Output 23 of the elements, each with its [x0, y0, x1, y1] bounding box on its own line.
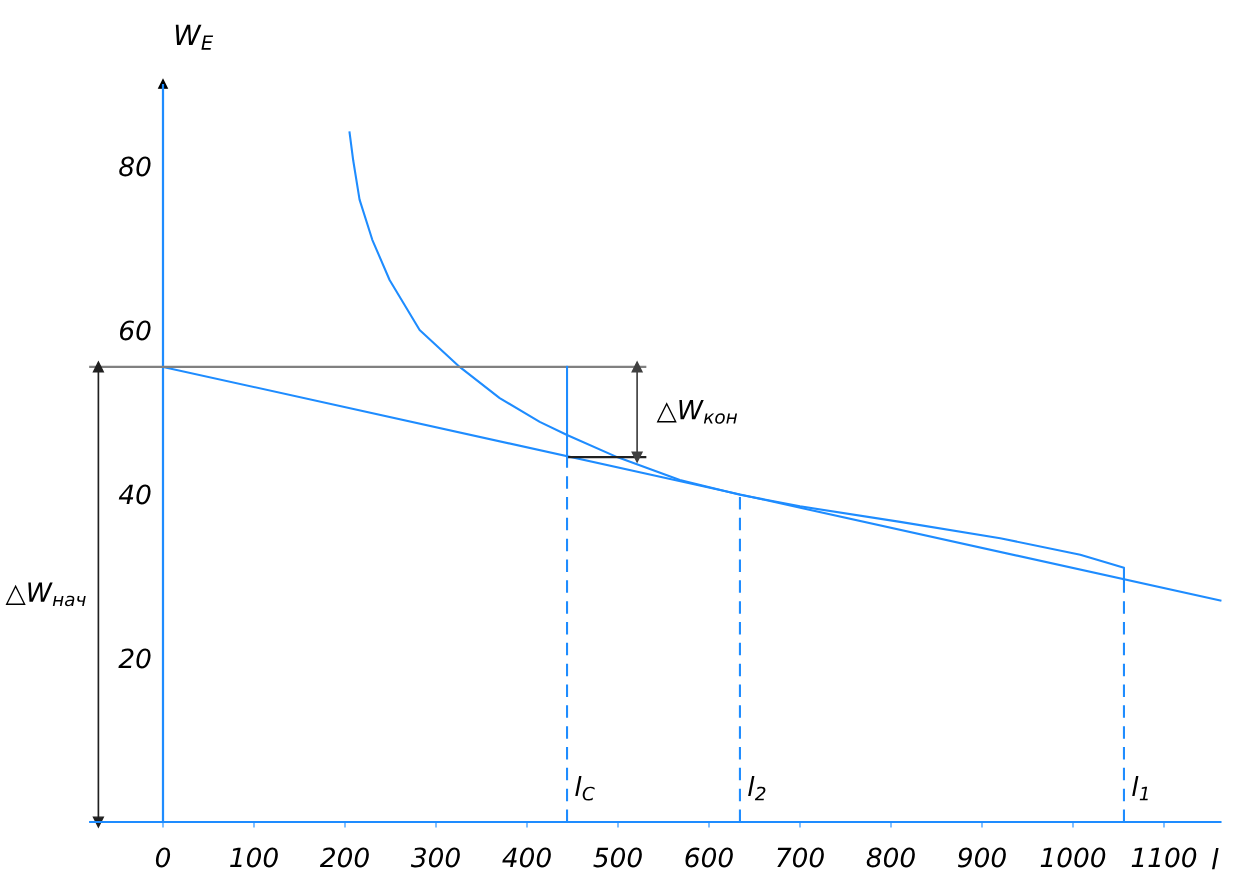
x-tick-label: 0 — [155, 847, 171, 868]
x-tick-label: 800 — [866, 847, 915, 868]
x-tick-label: 500 — [593, 847, 642, 868]
x-tick-label: 1000 — [1040, 847, 1106, 868]
x-tick-label: 700 — [777, 847, 824, 868]
y-tick-label: 60 — [119, 320, 151, 341]
series-label: l$_{1}$ — [1132, 775, 1148, 801]
x-tick-label: 900 — [957, 847, 1006, 868]
y-tick-label: 80 — [119, 156, 151, 177]
text: △W$_{нач}$ — [5, 582, 86, 607]
x-tick-label: 1100 — [1131, 847, 1197, 868]
x-tick-label: 300 — [410, 847, 460, 868]
y-tick-label: 20 — [118, 648, 151, 669]
x-tick-label: 100 — [230, 847, 278, 868]
series-label: l$_{2}$ — [748, 775, 766, 801]
y-tick-label: 40 — [118, 484, 151, 505]
y-axis-title: W$_{E}$ — [175, 24, 214, 50]
x-tick-label: 400 — [502, 847, 551, 868]
x-tick-label: 600 — [685, 847, 733, 868]
series-label: l$_{C}$ — [575, 775, 595, 801]
annotation: △W$_{кон}$ — [656, 400, 738, 424]
x-axis-title: l — [1211, 848, 1219, 870]
x-tick-label: 200 — [319, 847, 369, 868]
